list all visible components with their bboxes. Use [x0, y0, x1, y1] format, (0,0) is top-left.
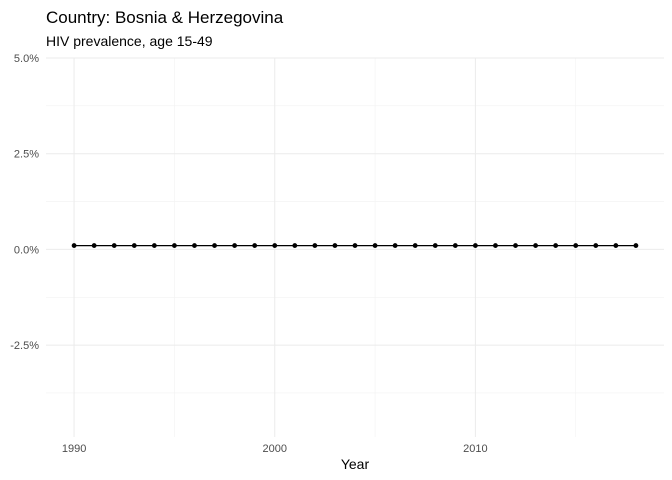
data-point: [593, 243, 599, 248]
x-tick-label: 2000: [262, 443, 286, 455]
y-tick-label: 2.5%: [14, 149, 39, 161]
chart-subtitle: HIV prevalence, age 15-49: [46, 33, 213, 49]
data-point: [312, 243, 318, 248]
data-point: [412, 243, 418, 248]
data-point: [633, 243, 639, 248]
x-tick-label: 2010: [463, 443, 487, 455]
data-point: [272, 243, 278, 248]
data-point: [111, 243, 117, 248]
chart-title: Country: Bosnia & Herzegovina: [46, 8, 284, 27]
data-point: [392, 243, 398, 248]
data-point: [292, 243, 298, 248]
data-point: [151, 243, 157, 248]
data-point: [452, 243, 458, 248]
data-point: [352, 243, 358, 248]
y-tick-label: 5.0%: [14, 53, 39, 65]
data-point: [172, 243, 177, 248]
data-point: [71, 243, 77, 248]
data-point: [232, 243, 238, 248]
gridlines: [46, 57, 664, 437]
x-tick-label: 1990: [62, 443, 86, 455]
data-point: [252, 243, 258, 248]
data-point: [212, 243, 217, 248]
data-point: [493, 243, 498, 248]
y-tick-label: -2.5%: [10, 340, 39, 352]
data-point: [513, 243, 518, 248]
data-point: [131, 243, 137, 248]
data-point: [192, 243, 197, 248]
data-point: [372, 243, 378, 248]
data-point: [472, 243, 478, 248]
x-axis-tick-labels: 1990 2000 2010: [62, 443, 488, 455]
data-point: [573, 243, 579, 248]
data-point: [332, 243, 338, 248]
data-point: [432, 243, 438, 248]
data-point: [613, 243, 619, 248]
y-tick-label: 0.0%: [14, 244, 39, 256]
data-point: [553, 243, 559, 248]
data-point: [91, 243, 97, 248]
data-point: [533, 243, 538, 248]
series-points: [71, 243, 639, 248]
x-axis-title: Year: [341, 456, 370, 472]
y-axis-tick-labels: -2.5% 0.0% 2.5% 5.0%: [10, 53, 39, 352]
